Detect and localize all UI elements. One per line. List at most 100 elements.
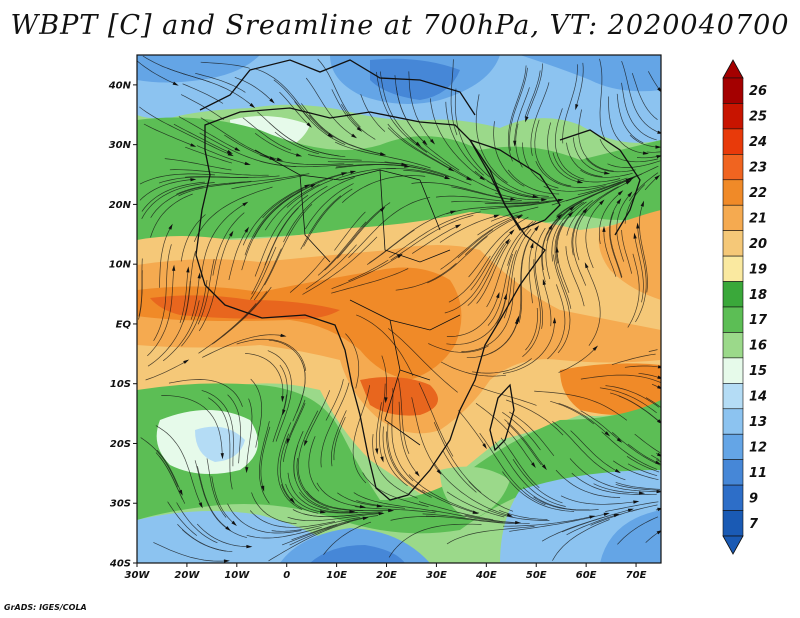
colorbar: 26 25 24 23 22 21 20 19 18 17 16 15 14 13 12 11 9 7 <box>722 59 768 555</box>
streamline-arrowhead <box>657 87 661 93</box>
streamline <box>372 434 418 499</box>
streamline <box>367 229 415 265</box>
streamline <box>585 201 603 269</box>
colorbar-segment <box>722 230 744 257</box>
streamline-arrowhead <box>414 471 420 477</box>
india-coastline <box>559 129 641 236</box>
lat-tick-label: 10S <box>110 379 131 390</box>
streamline-arrowhead <box>376 504 383 508</box>
streamline <box>279 433 293 502</box>
streamline <box>253 248 282 301</box>
streamline <box>345 333 360 389</box>
streamline-arrowhead <box>401 162 408 166</box>
streamline <box>458 410 486 447</box>
streamline <box>178 183 236 197</box>
streamline <box>515 123 523 168</box>
streamline <box>161 395 223 457</box>
country-borders <box>254 149 461 446</box>
streamline-arrowhead <box>380 152 387 156</box>
streamline-arrowhead <box>657 365 661 369</box>
streamline <box>427 236 488 284</box>
colorbar-segment <box>722 383 744 410</box>
streamline <box>390 214 474 261</box>
streamline <box>196 523 250 547</box>
streamline <box>224 134 273 160</box>
streamline <box>397 378 410 455</box>
streamline <box>412 225 459 254</box>
streamline <box>228 229 248 280</box>
streamline <box>139 106 231 156</box>
streamline-arrowhead <box>249 103 256 109</box>
streamline <box>202 334 284 358</box>
streamline <box>142 55 210 83</box>
lat-tick-label: 30N <box>109 140 132 151</box>
streamline <box>431 509 530 524</box>
streamline-arrowhead <box>269 156 276 160</box>
streamline <box>353 492 437 512</box>
streamline-arrowhead <box>613 513 620 518</box>
streamline <box>645 531 660 543</box>
streamline-arrowhead <box>555 246 559 253</box>
streamline <box>389 211 481 258</box>
streamline <box>522 487 590 511</box>
streamline-arrowhead <box>604 431 611 437</box>
streamline <box>611 432 661 466</box>
colorbar-segment <box>722 154 744 181</box>
streamline <box>607 160 661 168</box>
streamline <box>621 229 633 274</box>
streamline <box>627 463 658 477</box>
streamline <box>197 466 229 530</box>
streamline <box>502 320 555 374</box>
streamline <box>369 211 454 264</box>
streamline <box>603 229 617 277</box>
streamline <box>446 294 499 337</box>
streamline <box>507 65 527 162</box>
streamline-arrowhead <box>575 104 579 111</box>
wbpt-region-tropics-hot <box>137 267 462 380</box>
wbpt-region-nw-cold <box>137 55 260 83</box>
streamline <box>390 516 436 521</box>
streamline <box>496 250 517 324</box>
streamline <box>398 401 418 475</box>
streamline <box>573 137 608 174</box>
streamline <box>561 515 610 533</box>
streamline-arrowhead <box>168 223 173 230</box>
streamline <box>598 192 622 244</box>
streamline <box>429 98 483 179</box>
streamline <box>254 133 300 156</box>
streamline-arrowhead <box>244 161 251 165</box>
streamline <box>356 500 406 509</box>
colorbar-label: 21 <box>749 211 767 226</box>
streamline <box>627 253 640 328</box>
streamline <box>575 62 584 108</box>
streamline <box>268 521 350 562</box>
streamline <box>580 374 661 383</box>
streamline <box>320 382 350 468</box>
streamline <box>555 469 621 498</box>
colorbar-label: 9 <box>749 491 758 506</box>
lon-tick-label: 20E <box>376 570 397 581</box>
lat-tick-label: EQ <box>116 319 132 330</box>
streamline <box>337 492 380 507</box>
colorbar-top-arrow <box>722 59 744 79</box>
streamline-arrowhead <box>534 225 540 231</box>
streamline-arrowhead <box>448 167 455 172</box>
streamline-arrowhead <box>506 513 513 517</box>
streamline-arrowhead <box>625 178 632 183</box>
streamline-arrowhead <box>515 520 522 525</box>
streamline <box>543 185 606 192</box>
streamline-arrowhead <box>568 211 574 217</box>
streamline <box>382 426 408 487</box>
streamline <box>433 421 482 493</box>
streamline <box>309 114 384 155</box>
streamline <box>289 257 325 293</box>
streamline <box>140 437 179 488</box>
streamline <box>139 173 215 185</box>
streamline <box>289 517 366 546</box>
streamline-arrowhead <box>223 559 230 563</box>
streamline-arrowhead <box>220 453 224 460</box>
streamline <box>242 185 308 246</box>
streamline <box>442 450 477 493</box>
streamline-arrowhead <box>577 180 584 184</box>
streamline <box>259 421 270 504</box>
